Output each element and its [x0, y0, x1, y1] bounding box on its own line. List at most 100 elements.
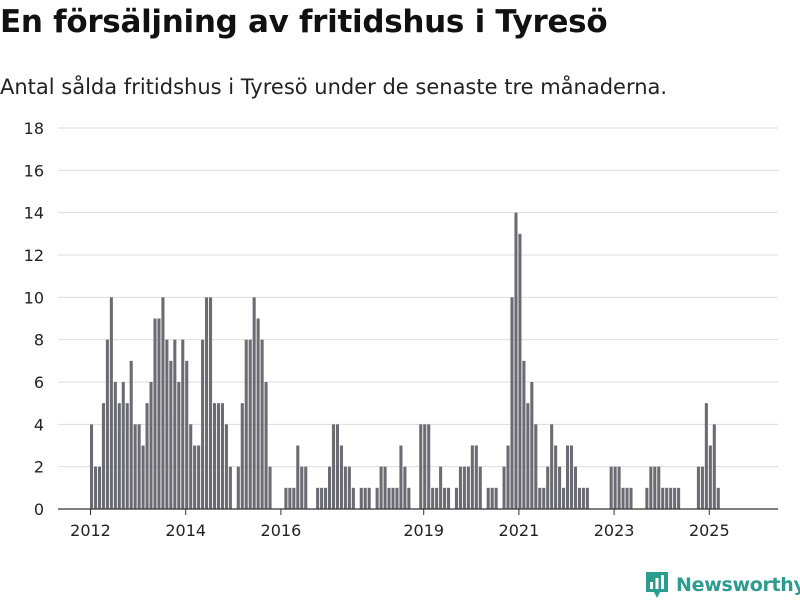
bar	[677, 487, 681, 509]
bar	[240, 403, 244, 509]
chart-subtitle: Antal sålda fritidshus i Tyresö under de…	[0, 75, 668, 99]
bar	[431, 487, 435, 509]
bar	[716, 487, 720, 509]
bar	[403, 466, 407, 509]
brand-logo: Newsworthy	[644, 570, 800, 600]
bar	[506, 445, 510, 509]
bar	[526, 403, 530, 509]
bar	[538, 487, 542, 509]
bar	[657, 466, 661, 509]
bar	[216, 403, 220, 509]
bar	[613, 466, 617, 509]
bar	[224, 424, 228, 509]
bar	[700, 466, 704, 509]
bar	[510, 297, 514, 509]
bar	[399, 445, 403, 509]
bar	[181, 339, 185, 509]
bar	[383, 466, 387, 509]
bar	[427, 424, 431, 509]
bar	[423, 424, 427, 509]
bar	[522, 360, 526, 509]
bar	[395, 487, 399, 509]
bar	[264, 382, 268, 509]
x-tick-label: 2021	[499, 521, 540, 540]
newsworthy-logo-icon	[646, 572, 668, 598]
bar	[117, 403, 121, 509]
bar	[470, 445, 474, 509]
brand-name: Newsworthy	[676, 574, 800, 596]
bar	[347, 466, 351, 509]
bar	[478, 466, 482, 509]
bar	[581, 487, 585, 509]
bar	[363, 487, 367, 509]
y-tick-label: 0	[34, 500, 44, 519]
bar	[197, 445, 201, 509]
y-tick-label: 10	[24, 288, 44, 307]
bar	[653, 466, 657, 509]
x-tick-label: 2025	[689, 521, 730, 540]
x-tick-label: 2019	[403, 521, 444, 540]
bar	[669, 487, 673, 509]
bar	[435, 487, 439, 509]
y-tick-label: 6	[34, 373, 44, 392]
bar	[228, 466, 232, 509]
bar	[566, 445, 570, 509]
bar	[673, 487, 677, 509]
bar	[558, 466, 562, 509]
bar	[256, 318, 260, 509]
bar	[704, 403, 708, 509]
y-tick-label: 4	[34, 415, 44, 434]
bar	[288, 487, 292, 509]
bar	[534, 424, 538, 509]
bar	[387, 487, 391, 509]
y-tick-label: 16	[24, 161, 44, 180]
bar	[101, 403, 105, 509]
bar	[625, 487, 629, 509]
y-tick-label: 18	[24, 119, 44, 138]
bar	[125, 403, 129, 509]
bar	[161, 297, 165, 509]
bar	[105, 339, 109, 509]
bar	[260, 339, 264, 509]
bar	[153, 318, 157, 509]
bar	[474, 445, 478, 509]
bar	[665, 487, 669, 509]
bar	[447, 487, 451, 509]
bar	[113, 382, 117, 509]
chart-title: En försäljning av fritidshus i Tyresö	[0, 4, 608, 40]
bar	[359, 487, 363, 509]
y-tick-label: 2	[34, 458, 44, 477]
bar	[542, 487, 546, 509]
bar	[554, 445, 558, 509]
bar	[609, 466, 613, 509]
bar	[193, 445, 197, 509]
bar	[550, 424, 554, 509]
bar	[462, 466, 466, 509]
bar	[328, 466, 332, 509]
bar	[292, 487, 296, 509]
bar	[129, 360, 133, 509]
bar	[502, 466, 506, 509]
bar	[316, 487, 320, 509]
x-tick-label: 2014	[165, 521, 206, 540]
y-tick-label: 8	[34, 331, 44, 350]
x-tick-label: 2012	[70, 521, 111, 540]
bar	[248, 339, 252, 509]
bar	[375, 487, 379, 509]
bar	[514, 212, 518, 510]
x-tick-label: 2023	[594, 521, 635, 540]
bar	[708, 445, 712, 509]
bar	[201, 339, 205, 509]
bar	[137, 424, 141, 509]
bar	[189, 424, 193, 509]
bar	[90, 424, 94, 509]
bar	[661, 487, 665, 509]
bar	[97, 466, 101, 509]
bar	[585, 487, 589, 509]
bar	[712, 424, 716, 509]
bar	[331, 424, 336, 509]
y-tick-label: 12	[24, 246, 44, 265]
bar	[407, 487, 411, 509]
bar	[573, 466, 577, 509]
